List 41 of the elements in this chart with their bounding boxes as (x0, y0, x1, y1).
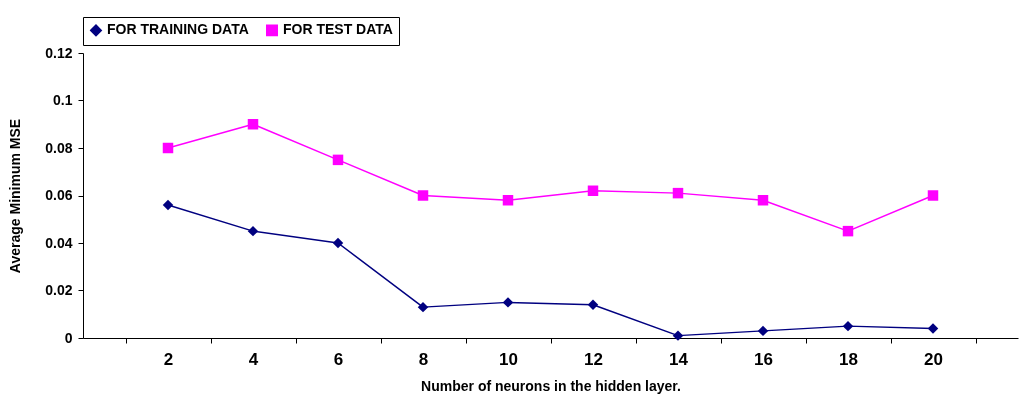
x-tick-label: 2 (163, 349, 174, 369)
point (757, 325, 769, 337)
y-tick-label: 0 (64, 329, 73, 346)
y-tick-label: 0.12 (45, 44, 73, 61)
point (842, 320, 854, 332)
point (587, 299, 599, 310)
x-tick-label: 4 (248, 349, 259, 369)
y-tick-label: 0.06 (45, 187, 73, 203)
x-tick-label: 12 (584, 349, 603, 369)
y-tick-label: 0.08 (45, 139, 73, 156)
point (757, 195, 769, 206)
point (502, 195, 514, 206)
point (162, 199, 174, 211)
point (842, 225, 854, 237)
x-tick-label: 14 (669, 349, 689, 369)
point (927, 190, 939, 201)
y-tick-label: 0.02 (45, 282, 73, 298)
x-tick-label: 6 (333, 349, 344, 369)
x-tick-label: 10 (499, 349, 518, 369)
point (247, 225, 259, 237)
legend-label: FOR TEST DATA (283, 21, 393, 38)
point (672, 187, 684, 199)
point (332, 154, 344, 166)
y-tick-label: 0.04 (45, 234, 73, 251)
point (672, 330, 684, 341)
x-axis-title: Number of neurons in the hidden layer. (421, 377, 681, 394)
x-tick-label: 16 (754, 349, 773, 369)
x-tick-label: 8 (418, 349, 429, 369)
point (417, 301, 429, 313)
x-tick-label: 20 (924, 349, 943, 369)
y-tick-label: 0.1 (53, 92, 73, 108)
point (587, 185, 599, 196)
y-axis-title: Average Minimum MSE (7, 118, 24, 274)
point (417, 190, 429, 201)
point (247, 119, 259, 130)
point (927, 323, 939, 334)
x-tick-label: 18 (839, 349, 858, 369)
point (162, 142, 174, 154)
legend-label: FOR TRAINING DATA (107, 21, 249, 38)
point (332, 237, 344, 249)
point (502, 297, 514, 308)
